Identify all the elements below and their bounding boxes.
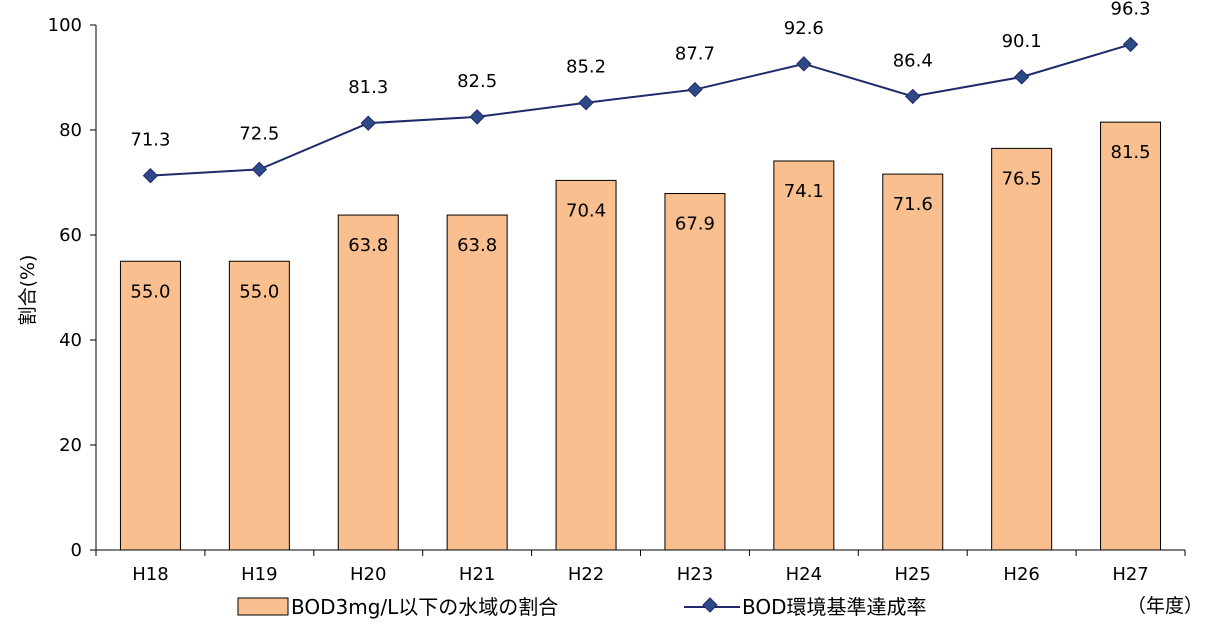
x-tick-label: H23 <box>677 564 713 585</box>
line-value-label: 82.5 <box>457 71 497 92</box>
bar-value-label: 70.4 <box>566 200 606 221</box>
line-point-marker <box>1122 36 1139 53</box>
x-tick-label: H18 <box>132 564 168 585</box>
line-value-label: 96.3 <box>1111 0 1151 19</box>
bar-value-label: 55.0 <box>130 281 170 302</box>
x-ticks-layer: H18 H19 H20 H21 H22 H23 H24 H25 H26 H27 <box>95 550 1186 585</box>
bar <box>882 173 944 551</box>
bar-value-label: 81.5 <box>1111 142 1151 163</box>
line-point-marker <box>360 115 376 131</box>
x-tick-label: H20 <box>350 564 386 585</box>
line-value-label: 71.3 <box>130 130 170 151</box>
legend-bar-label: BOD3mg/L以下の水域の割合 <box>291 595 558 619</box>
line-value-label: 87.7 <box>675 44 715 65</box>
bar <box>337 214 399 551</box>
x-tick-label: H19 <box>241 564 277 585</box>
line-point-marker <box>1013 69 1030 85</box>
bar-value-label: 63.8 <box>457 235 497 256</box>
line-point-marker <box>578 94 594 111</box>
bar-value-label: 63.8 <box>348 235 388 256</box>
x-tick-label: H27 <box>1112 564 1148 585</box>
bar <box>228 260 290 551</box>
y-tick-label: 40 <box>59 330 82 351</box>
bar-value-label: 74.1 <box>784 181 824 202</box>
legend-bar-swatch <box>237 597 289 616</box>
y-axis-title: 割合(%) <box>17 255 39 326</box>
y-tick-label: 80 <box>59 120 82 141</box>
data-labels-layer: 55.0 55.0 63.8 63.8 70.4 67.9 74.1 71.6 76.5 81.5… <box>130 0 1150 302</box>
x-tick-label: H24 <box>786 564 822 585</box>
bar <box>664 193 726 551</box>
line-value-label: 86.4 <box>893 50 933 71</box>
line-value-label: 72.5 <box>239 123 279 144</box>
bars-layer <box>119 121 1162 551</box>
legend-line-marker <box>702 597 718 613</box>
bar <box>119 260 181 551</box>
x-tick-label: H25 <box>895 564 931 585</box>
y-tick-label: 20 <box>59 435 82 456</box>
bar <box>446 214 508 551</box>
y-tick-label: 100 <box>48 15 82 36</box>
bar <box>991 147 1053 551</box>
line-point-marker <box>142 167 159 184</box>
series-line <box>150 43 1131 177</box>
y-ticks-layer: 0 20 40 60 80 100 <box>48 15 96 561</box>
bar-value-label: 76.5 <box>1002 168 1042 189</box>
legend-line-label: BOD環境基準達成率 <box>742 595 927 619</box>
line-point-marker <box>469 109 485 125</box>
x-tick-label: H21 <box>459 564 495 585</box>
line-point-marker <box>905 88 921 105</box>
line-value-label: 81.3 <box>348 77 388 98</box>
x-tick-label: H26 <box>1003 564 1039 585</box>
line-point-marker <box>687 81 703 98</box>
bar-value-label: 55.0 <box>239 281 279 302</box>
line-value-label: 92.6 <box>784 18 824 39</box>
bar <box>773 160 835 551</box>
x-axis-unit: （年度） <box>1127 595 1203 617</box>
line-value-label: 85.2 <box>566 57 606 78</box>
line-point-marker <box>251 161 268 178</box>
bar <box>1100 121 1162 551</box>
line-value-label: 90.1 <box>1002 31 1042 52</box>
line-layer <box>142 36 1139 184</box>
bar-value-label: 67.9 <box>675 214 715 235</box>
x-tick-label: H22 <box>568 564 604 585</box>
y-tick-label: 60 <box>59 225 82 246</box>
legend: BOD3mg/L以下の水域の割合 BOD環境基準達成率 <box>237 595 927 619</box>
line-point-marker <box>796 56 812 72</box>
bar <box>555 179 617 551</box>
y-tick-label: 0 <box>71 540 82 561</box>
bar-value-label: 71.6 <box>893 194 933 215</box>
